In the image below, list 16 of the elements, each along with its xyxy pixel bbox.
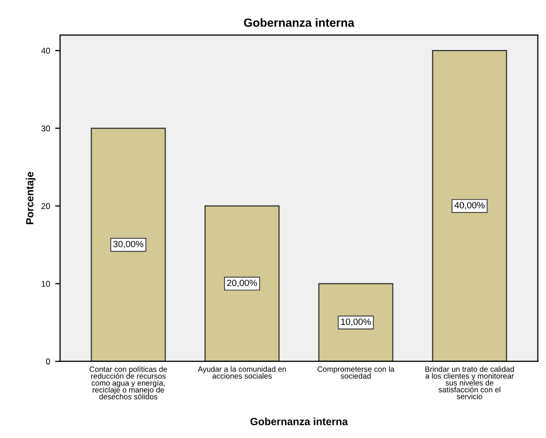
bar <box>90 128 166 362</box>
y-tick-label: 10 <box>42 280 50 287</box>
data-label: 10,00% <box>341 318 371 326</box>
y-tick-label: 30 <box>41 125 50 132</box>
y-tick-label: 20 <box>41 203 50 210</box>
data-label: 30,00% <box>113 240 144 248</box>
bar <box>318 283 394 362</box>
y-tick-label: 40 <box>41 48 50 54</box>
x-axis-title: Gobernanza interna <box>250 418 348 426</box>
y-tick-label: 0 <box>46 358 50 364</box>
data-label: 20,00% <box>227 280 258 288</box>
data-label: 40,00% <box>454 202 485 210</box>
bar <box>204 205 280 362</box>
chart-title: Gobernanza interna <box>244 18 354 27</box>
y-axis-title: Porcentaje <box>26 172 36 224</box>
bar <box>432 50 508 362</box>
